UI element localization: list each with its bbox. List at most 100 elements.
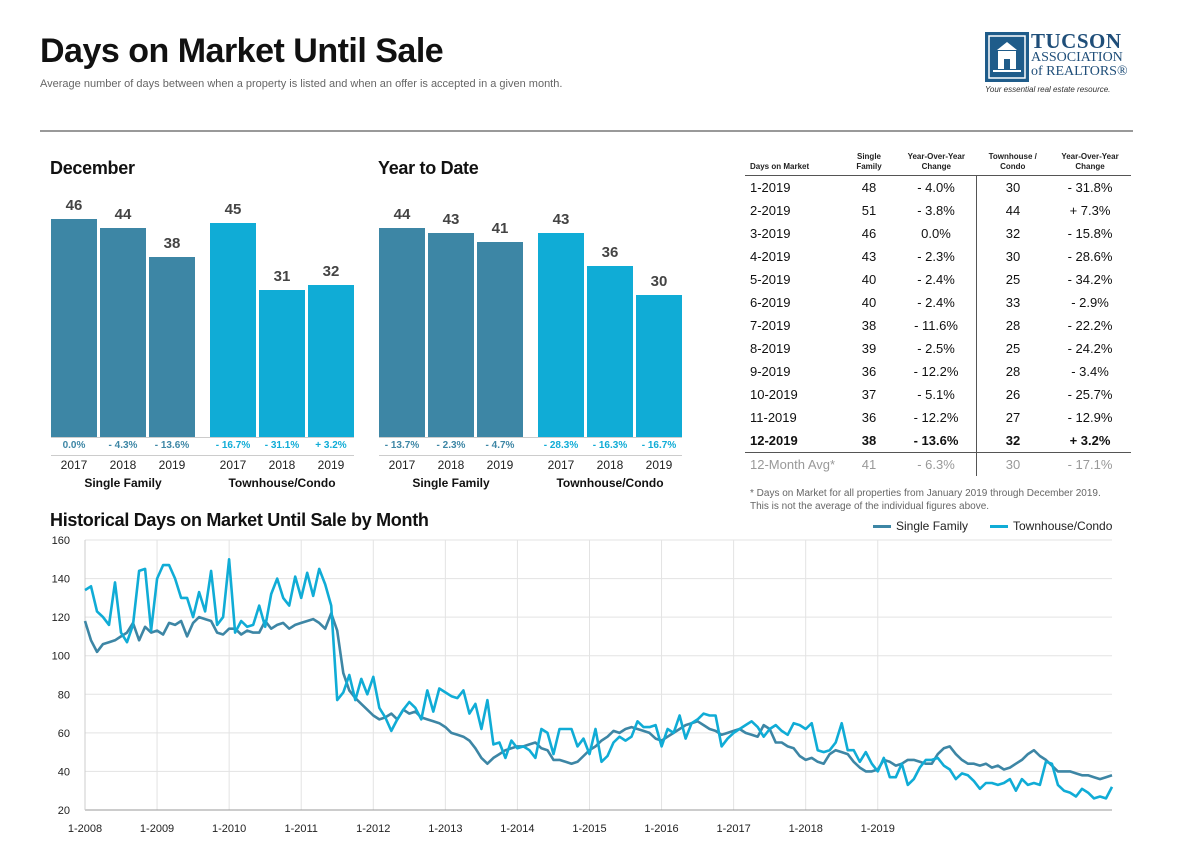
table-cell: - 11.6% bbox=[914, 318, 958, 333]
year-tick-label: 2017 bbox=[60, 458, 88, 472]
legend-single-family: Single Family bbox=[873, 519, 968, 533]
table-cell: 38 bbox=[861, 318, 877, 333]
baseline bbox=[379, 437, 682, 438]
page-subtitle: Average number of days between when a pr… bbox=[40, 78, 563, 90]
yoy-change-label: - 2.3% bbox=[436, 440, 466, 451]
legend-swatch-tc bbox=[990, 524, 1008, 528]
table-cell: - 22.2% bbox=[1067, 318, 1113, 333]
y-tick-label: 60 bbox=[58, 728, 70, 740]
building-icon bbox=[985, 32, 1029, 82]
group-label: Single Family bbox=[84, 476, 162, 490]
table-cell: 44 bbox=[976, 199, 1049, 222]
bar bbox=[477, 242, 523, 437]
legend-label-sf: Single Family bbox=[896, 519, 969, 533]
table-cell: 46 bbox=[861, 226, 877, 241]
change-divider bbox=[51, 455, 354, 456]
bar-value-label: 31 bbox=[273, 267, 291, 285]
table-cell: 38 bbox=[861, 433, 877, 448]
yoy-change-label: - 4.3% bbox=[108, 440, 138, 451]
y-tick-label: 20 bbox=[58, 805, 70, 817]
table-cell: 2-2019 bbox=[750, 203, 791, 218]
table-cell: 12-2019 bbox=[750, 433, 798, 448]
table-cell: - 24.2% bbox=[1067, 341, 1113, 356]
yoy-change-label: - 16.3% bbox=[592, 440, 628, 451]
table-cell: 5-2019 bbox=[750, 272, 791, 287]
table-cell: 9-2019 bbox=[750, 364, 791, 379]
x-tick-label: 1-2009 bbox=[140, 823, 174, 835]
table-cell: 48 bbox=[861, 180, 877, 195]
table-row: 3-2019 46 0.0% 32 - 15.8% bbox=[745, 222, 1131, 245]
col-single-family: Single Family bbox=[842, 152, 896, 176]
year-tick-label: 2019 bbox=[317, 458, 345, 472]
table-cell: 36 bbox=[861, 364, 877, 379]
logo-tagline: Your essential real estate resource. bbox=[985, 85, 1111, 94]
table-cell: 30 bbox=[976, 452, 1049, 476]
year-tick-label: 2018 bbox=[437, 458, 465, 472]
x-tick-label: 1-2018 bbox=[789, 823, 823, 835]
bar bbox=[428, 232, 474, 437]
x-tick-label: 1-2012 bbox=[356, 823, 390, 835]
col-days-on-market: Days on Market bbox=[745, 152, 842, 176]
table-cell: - 2.5% bbox=[917, 341, 955, 356]
table-cell: + 7.3% bbox=[1069, 203, 1111, 218]
table-row: 6-2019 40 - 2.4% 33 - 2.9% bbox=[745, 291, 1131, 314]
col-sf-yoy: Year-Over-Year Change bbox=[896, 152, 977, 176]
table-cell: 30 bbox=[976, 175, 1049, 199]
december-title: December bbox=[50, 158, 135, 178]
bar bbox=[538, 232, 584, 437]
bar-value-label: 43 bbox=[552, 210, 570, 228]
table-cell: 25 bbox=[976, 268, 1049, 291]
table-cell: 4-2019 bbox=[750, 249, 791, 264]
ytd-title: Year to Date bbox=[378, 158, 479, 178]
yoy-change-label: - 4.7% bbox=[485, 440, 515, 451]
year-tick-label: 2017 bbox=[219, 458, 247, 472]
bar-value-label: 44 bbox=[393, 206, 411, 223]
x-tick-label: 1-2015 bbox=[572, 823, 606, 835]
table-cell: - 12.9% bbox=[1067, 410, 1113, 425]
table-cell: 51 bbox=[861, 203, 877, 218]
col-townhouse: Townhouse / Condo bbox=[976, 152, 1049, 176]
table-cell: 1-2019 bbox=[750, 180, 791, 195]
year-tick-label: 2017 bbox=[388, 458, 416, 472]
table-cell: - 31.8% bbox=[1067, 180, 1113, 195]
table-cell: 43 bbox=[861, 249, 877, 264]
table-cell: - 4.0% bbox=[917, 180, 955, 195]
bar bbox=[308, 285, 354, 437]
group-label: Single Family bbox=[412, 476, 490, 490]
yoy-change-label: - 31.1% bbox=[264, 440, 300, 451]
bar-value-label: 30 bbox=[650, 272, 668, 290]
year-tick-label: 2018 bbox=[109, 458, 137, 472]
table-cell: 32 bbox=[976, 429, 1049, 453]
x-tick-label: 1-2011 bbox=[284, 823, 317, 835]
table-cell: - 28.6% bbox=[1067, 249, 1113, 264]
yoy-change-label: + 3.2% bbox=[315, 440, 347, 451]
legend-swatch-sf bbox=[873, 524, 891, 528]
table-cell: 32 bbox=[976, 222, 1049, 245]
bar-value-label: 43 bbox=[442, 210, 460, 228]
table-cell: 11-2019 bbox=[750, 410, 797, 425]
bar bbox=[636, 294, 682, 437]
historical-chart-title: Historical Days on Market Until Sale by … bbox=[50, 510, 429, 530]
table-cell: 0.0% bbox=[921, 226, 951, 241]
y-tick-label: 140 bbox=[52, 574, 70, 586]
yoy-change-label: 0.0% bbox=[62, 440, 86, 451]
bar-value-label: 41 bbox=[491, 220, 509, 238]
series-line-single-family bbox=[83, 612, 1113, 781]
table-row: 9-2019 36 - 12.2% 28 - 3.4% bbox=[745, 360, 1131, 383]
header-divider bbox=[40, 130, 1133, 132]
year-tick-label: 2019 bbox=[158, 458, 186, 472]
year-tick-label: 2019 bbox=[645, 458, 673, 472]
x-tick-label: 1-2017 bbox=[716, 823, 750, 835]
table-row: 2-2019 51 - 3.8% 44 + 7.3% bbox=[745, 199, 1131, 222]
table-cell: 6-2019 bbox=[750, 295, 791, 310]
table-cell: 41 bbox=[842, 452, 896, 476]
bar-value-label: 38 bbox=[163, 234, 181, 252]
table-cell: 40 bbox=[861, 295, 877, 310]
table-cell: 27 bbox=[976, 406, 1049, 429]
legend-label-tc: Townhouse/Condo bbox=[1013, 519, 1113, 533]
table-row: 1-2019 48 - 4.0% 30 - 31.8% bbox=[745, 175, 1131, 199]
table-header-row: Days on Market Single Family Year-Over-Y… bbox=[745, 152, 1131, 176]
x-tick-label: 1-2010 bbox=[212, 823, 246, 835]
table-cell: 3-2019 bbox=[750, 226, 791, 241]
table-row: 11-2019 36 - 12.2% 27 - 12.9% bbox=[745, 406, 1131, 429]
